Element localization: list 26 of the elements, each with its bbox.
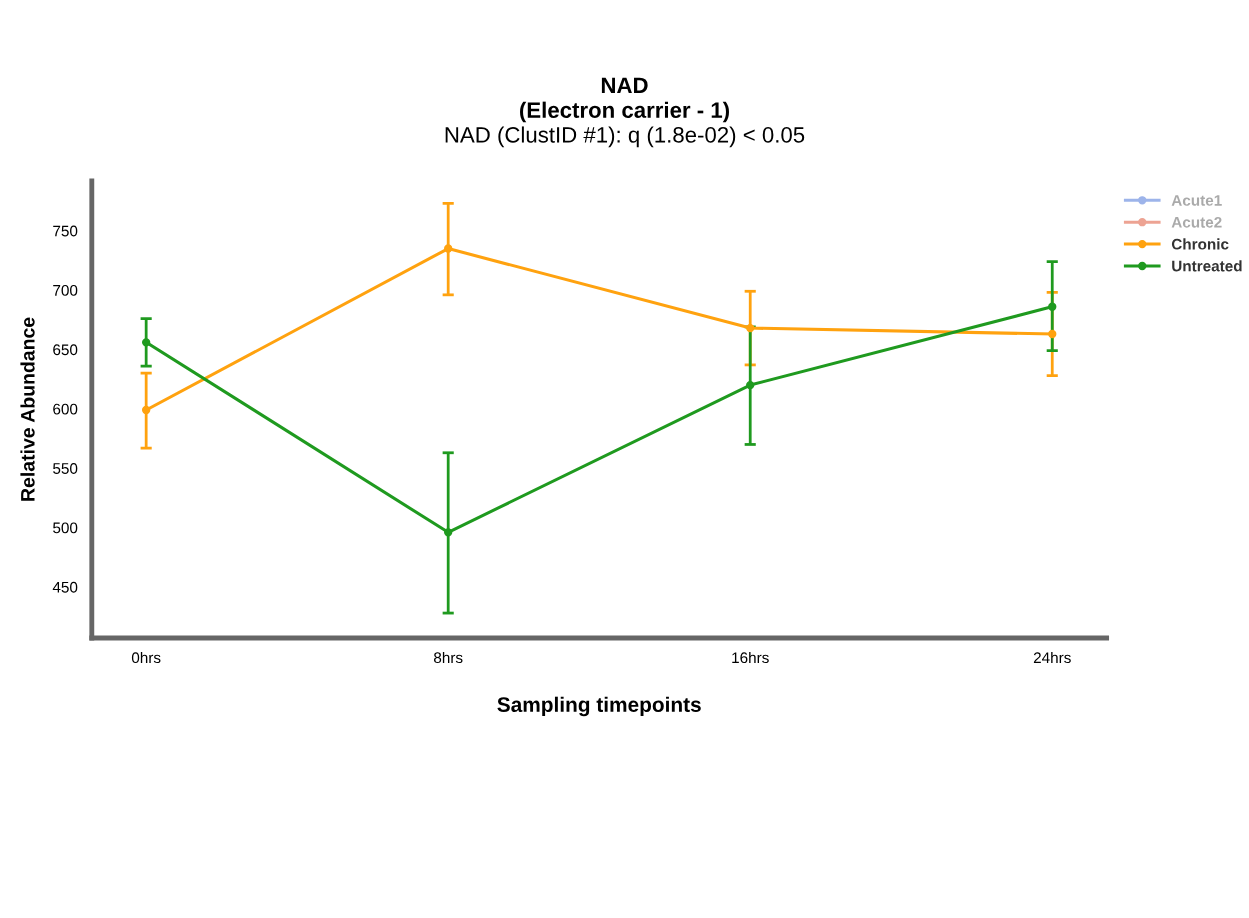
y-tick-label: 450 bbox=[52, 581, 78, 593]
point bbox=[746, 380, 755, 390]
y-tick-label: 550 bbox=[53, 463, 78, 474]
x-axis-title: Sampling timepoints bbox=[497, 696, 701, 717]
y-axis-title: Relative Abundance bbox=[20, 317, 35, 501]
y-tick-label: 600 bbox=[53, 403, 78, 415]
point bbox=[141, 338, 151, 347]
legend-label: Acute2 bbox=[1171, 216, 1222, 228]
point bbox=[444, 244, 453, 253]
point bbox=[1048, 302, 1057, 311]
y-tick-label: 650 bbox=[53, 344, 78, 356]
point bbox=[444, 528, 453, 537]
x-tick-label: 16hrs bbox=[732, 651, 769, 664]
x-tick-label: 8hrs bbox=[434, 651, 463, 664]
point bbox=[746, 323, 755, 333]
y-tick-label: 700 bbox=[53, 284, 78, 296]
y-tick-label: 500 bbox=[53, 522, 78, 534]
y-tick-label: 750 bbox=[53, 225, 78, 237]
point bbox=[141, 405, 151, 415]
point bbox=[1048, 329, 1057, 339]
x-tick-label: 24hrs bbox=[1033, 651, 1071, 664]
legend-label: Untreated bbox=[1172, 260, 1242, 272]
chart-title: NAD (Electron carrier - 1) NAD (ClustID #1): q (1.8e-02) < 0.05 bbox=[445, 77, 805, 148]
legend-label: Chronic bbox=[1171, 238, 1229, 250]
legend-label: Acute1 bbox=[1171, 195, 1222, 206]
x-tick-label: 0hrs bbox=[131, 651, 161, 664]
